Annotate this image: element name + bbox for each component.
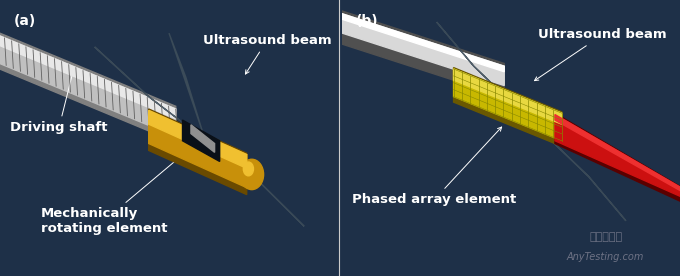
Ellipse shape: [240, 159, 264, 190]
Polygon shape: [325, 6, 505, 97]
Polygon shape: [182, 120, 220, 161]
Text: Mechanically
rotating element: Mechanically rotating element: [41, 146, 193, 235]
Text: Ultrasound beam: Ultrasound beam: [534, 28, 666, 81]
Polygon shape: [149, 110, 247, 188]
Polygon shape: [454, 68, 562, 146]
Polygon shape: [555, 115, 680, 194]
Polygon shape: [555, 115, 680, 199]
Polygon shape: [555, 113, 680, 204]
Polygon shape: [191, 125, 215, 152]
Polygon shape: [437, 22, 626, 221]
Text: (a): (a): [14, 14, 36, 28]
Ellipse shape: [243, 162, 254, 176]
Text: (b): (b): [356, 14, 378, 28]
Polygon shape: [95, 47, 304, 226]
Polygon shape: [149, 110, 247, 168]
Polygon shape: [169, 33, 203, 132]
Polygon shape: [0, 29, 175, 137]
Text: AnyTesting.com: AnyTesting.com: [567, 252, 645, 262]
Text: Driving shaft: Driving shaft: [10, 70, 107, 134]
Text: 嘉峨检测网: 嘉峨检测网: [589, 232, 622, 242]
Polygon shape: [454, 69, 562, 141]
Text: Ultrasound beam: Ultrasound beam: [203, 34, 331, 74]
Polygon shape: [325, 10, 505, 70]
Polygon shape: [149, 109, 247, 195]
Polygon shape: [325, 8, 505, 86]
Polygon shape: [454, 69, 562, 124]
Polygon shape: [0, 29, 175, 119]
Polygon shape: [325, 8, 505, 72]
Text: Phased array element: Phased array element: [352, 127, 516, 206]
Polygon shape: [0, 26, 175, 142]
